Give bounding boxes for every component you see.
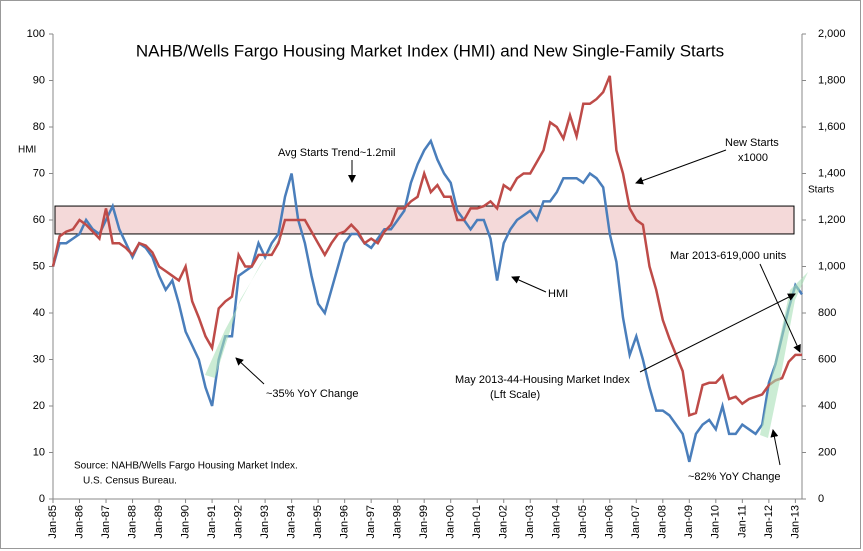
y-tick-label: 90 <box>33 74 45 86</box>
x-tick-label: Jan-98 <box>392 505 404 539</box>
y2-tick-label: 800 <box>818 307 836 319</box>
x-tick-label: Jan-11 <box>736 505 748 538</box>
x-tick-label: Jan-85 <box>47 505 59 539</box>
arrow <box>235 357 265 385</box>
y-tick-label: 40 <box>33 307 45 319</box>
y2-tick-label: 1,000 <box>818 260 846 272</box>
x-tick-label: Jan-87 <box>100 505 112 539</box>
plot-area: 0 10 20 30 40 50 60 70 80 90 100 0 200 400 600 800 1,000… <box>27 28 846 539</box>
source-note: Source: NAHB/Wells Fargo Housing Market … <box>74 461 298 472</box>
annotation: Mar 2013-619,000 units <box>670 250 787 262</box>
y2-tick-label: 200 <box>818 446 836 458</box>
annotation: HMI <box>548 288 568 300</box>
x-tick-label: Jan-10 <box>710 505 722 539</box>
y2-tick-label: 1,400 <box>818 167 846 179</box>
x-tick-label: Jan-03 <box>524 505 536 539</box>
arrow <box>770 429 781 466</box>
y2-tick-label: 0 <box>818 493 824 505</box>
x-tick-label: Jan-13 <box>789 505 801 539</box>
x-tick-label: Jan-96 <box>339 505 351 539</box>
arrow <box>639 293 796 373</box>
x-tick-label: Jan-05 <box>577 505 589 539</box>
x-tick-label: Jan-09 <box>683 505 695 539</box>
x-tick-label: Jan-04 <box>551 505 563 539</box>
y2-tick-label: 1,200 <box>818 214 846 226</box>
x-tick-label: Jan-92 <box>232 505 244 539</box>
x-tick-label: Jan-88 <box>126 505 138 539</box>
x-tick-label: Jan-93 <box>259 505 271 539</box>
y-tick-label: 10 <box>33 446 45 458</box>
y-tick-label: 0 <box>39 493 45 505</box>
annotation: New Starts <box>725 137 779 149</box>
y2-tick-label: 1,800 <box>818 74 846 86</box>
annotation: ~82% YoY Change <box>688 471 780 483</box>
x-tick-label: Jan-90 <box>179 505 191 539</box>
annotation: May 2013-44-Housing Market Index <box>455 374 630 386</box>
arrow <box>511 276 547 293</box>
y-tick-label: 70 <box>33 167 45 179</box>
x-tick-label: Jan-01 <box>471 505 483 539</box>
annotation: Avg Starts Trend~1.2mil <box>278 147 396 159</box>
x-tick-label: Jan-99 <box>418 505 430 539</box>
annotation: x1000 <box>738 152 768 164</box>
y2-tick-label: 400 <box>818 400 836 412</box>
source-note: U.S. Census Bureau. <box>83 476 177 487</box>
trend-highlight <box>760 272 808 438</box>
x-tick-label: Jan-95 <box>312 505 324 539</box>
y2-tick-label: 1,600 <box>818 121 846 133</box>
series-line <box>51 75 802 417</box>
annotation: (Lft Scale) <box>490 389 540 401</box>
y-tick-label: 100 <box>27 28 45 40</box>
x-tick-label: Jan-02 <box>498 505 510 539</box>
x-tick-label: Jan-06 <box>604 505 616 539</box>
y2-tick-label: 600 <box>818 353 836 365</box>
y2-axis-label: Starts <box>808 185 834 196</box>
x-tick-label: Jan-86 <box>73 505 85 539</box>
y2-tick-label: 2,000 <box>818 28 846 40</box>
y-tick-label: 30 <box>33 353 45 365</box>
x-tick-label: Jan-97 <box>365 505 377 539</box>
y-axis-label: HMI <box>18 145 36 156</box>
x-tick-label: Jan-89 <box>153 505 165 539</box>
trend-highlight <box>205 232 285 378</box>
x-tick-label: Jan-94 <box>286 505 298 539</box>
chart-title: NAHB/Wells Fargo Housing Market Index (H… <box>136 41 724 60</box>
x-tick-label: Jan-12 <box>763 505 775 539</box>
x-tick-label: Jan-08 <box>657 505 669 539</box>
trend-band <box>54 205 795 235</box>
y-tick-label: 50 <box>33 260 45 272</box>
x-tick-label: Jan-00 <box>445 505 457 539</box>
annotation: ~35% YoY Change <box>266 388 358 400</box>
x-tick-label: Jan-91 <box>206 505 218 539</box>
series-line <box>51 138 804 463</box>
arrow <box>635 149 727 185</box>
x-tick-label: Jan-07 <box>630 505 642 539</box>
arrow <box>759 263 801 353</box>
y-tick-label: 80 <box>33 121 45 133</box>
y-tick-label: 60 <box>33 214 45 226</box>
y-tick-label: 20 <box>33 400 45 412</box>
